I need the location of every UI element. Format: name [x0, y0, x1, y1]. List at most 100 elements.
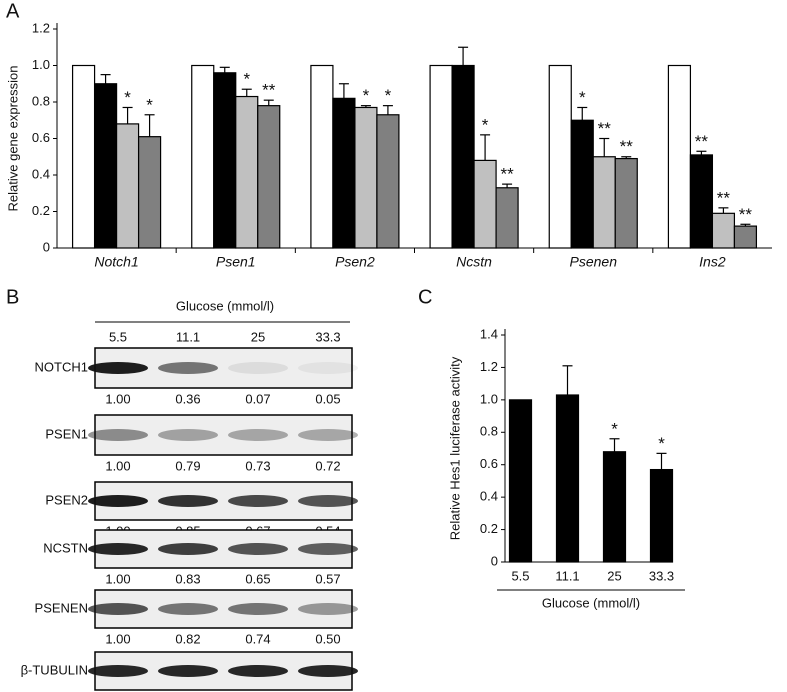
quant-label: 0.50 [315, 631, 340, 646]
bar [451, 64, 475, 249]
blot-band [88, 429, 148, 441]
panel-label: B [6, 286, 19, 308]
panel-label: C [418, 286, 432, 308]
blot-band [228, 362, 288, 374]
bar [115, 123, 140, 249]
significance: ** [739, 205, 753, 224]
y-axis-label: Relative gene expression [5, 66, 20, 212]
bar [555, 394, 580, 563]
lane-label: 25 [251, 329, 265, 344]
quant-label: 0.05 [315, 391, 340, 406]
blot-band [88, 665, 148, 677]
quant-label: 0.72 [315, 458, 340, 473]
blot-band [228, 543, 288, 555]
y-axis-label: Relative Hes1 luciferase activity [447, 356, 462, 540]
blot-band [158, 543, 218, 555]
y-tick-label: 0.8 [480, 424, 498, 439]
bar [592, 156, 616, 249]
quant-label: 0.36 [175, 391, 200, 406]
significance: ** [598, 119, 612, 138]
lane-label: 5.5 [109, 329, 127, 344]
bar [733, 225, 758, 249]
bar [191, 64, 215, 249]
significance: * [146, 95, 153, 114]
significance: * [482, 115, 489, 134]
lane-label: 11.1 [176, 329, 200, 344]
blot-band [228, 429, 288, 441]
y-tick-label: 0.2 [32, 203, 50, 218]
bar [711, 212, 736, 249]
bar [548, 64, 572, 249]
blot-band [298, 665, 358, 677]
quant-label: 0.07 [245, 391, 270, 406]
significance: * [658, 434, 665, 453]
bar [614, 157, 638, 249]
lane-label: 33.3 [315, 329, 340, 344]
bar [508, 399, 533, 563]
x-tick-label: 33.3 [649, 568, 674, 583]
quant-label: 0.73 [245, 458, 270, 473]
blot-band [228, 665, 288, 677]
blot-band [88, 495, 148, 507]
quant-label: 0.57 [315, 571, 340, 586]
significance: * [243, 70, 250, 89]
blot-band [158, 665, 218, 677]
y-tick-label: 0.4 [32, 166, 50, 181]
row-label: NCSTN [43, 540, 88, 555]
blot-band [298, 429, 358, 441]
bar [137, 136, 162, 249]
quant-label: 1.00 [105, 631, 130, 646]
row-label: PSENEN [35, 600, 88, 615]
quant-label: 0.74 [245, 631, 270, 646]
blot-band [158, 362, 218, 374]
significance: * [363, 86, 370, 105]
significance: * [611, 419, 618, 438]
row-label: PSEN2 [45, 492, 88, 507]
y-tick-label: 0.8 [32, 93, 50, 108]
significance: * [579, 88, 586, 107]
blot-band [158, 603, 218, 615]
row-label: β-TUBULIN [21, 662, 88, 677]
blot-frame [94, 414, 353, 456]
x-tick-label: Psen1 [216, 254, 256, 270]
x-tick-label: Ins2 [699, 254, 726, 270]
quant-label: 0.83 [175, 571, 200, 586]
bar [213, 72, 237, 249]
quant-label: 0.79 [175, 458, 200, 473]
bar [570, 119, 594, 249]
blot-band [228, 603, 288, 615]
y-tick-label: 1.2 [32, 20, 50, 35]
bar [689, 154, 714, 249]
blot-band [298, 495, 358, 507]
significance: ** [695, 132, 709, 151]
row-label: PSEN1 [45, 426, 88, 441]
bar [376, 114, 400, 249]
bar [93, 83, 118, 249]
blot-band [88, 543, 148, 555]
significance: ** [620, 137, 634, 156]
bar [332, 97, 356, 249]
y-tick-label: 1.2 [480, 359, 498, 374]
panel-label: A [6, 0, 20, 22]
x-tick-label: Ncstn [456, 254, 492, 270]
bar [473, 159, 497, 249]
blot-band [298, 362, 358, 374]
blot-band [158, 495, 218, 507]
x-tick-label: Notch1 [94, 254, 138, 270]
bar [354, 106, 378, 249]
y-tick-label: 1.4 [480, 326, 498, 341]
blot-band [88, 362, 148, 374]
bar [429, 64, 453, 249]
x-tick-label: 5.5 [511, 568, 529, 583]
y-tick-label: 0.6 [32, 130, 50, 145]
y-tick-label: 0.2 [480, 521, 498, 536]
y-tick-label: 1.0 [32, 57, 50, 72]
quant-label: 1.00 [105, 391, 130, 406]
bar [495, 187, 519, 249]
bar [667, 64, 692, 249]
quant-label: 1.00 [105, 571, 130, 586]
blot-band [298, 543, 358, 555]
bar [602, 451, 627, 563]
bar [235, 95, 259, 249]
